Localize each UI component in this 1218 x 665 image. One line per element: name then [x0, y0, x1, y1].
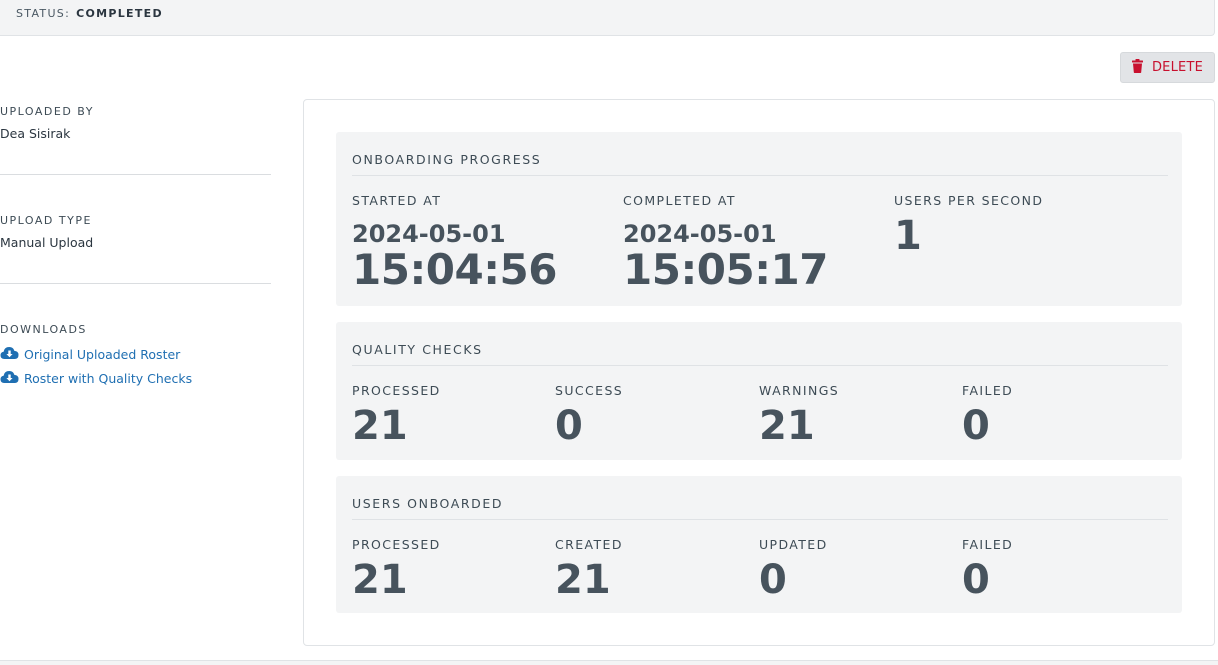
- stat-label: STARTED AT: [352, 193, 442, 208]
- status-bar: STATUS: COMPLETED: [0, 0, 1215, 36]
- stat-label: SUCCESS: [555, 383, 624, 398]
- users-created-stat: CREATED 21: [555, 537, 623, 600]
- cloud-download-icon: [0, 370, 19, 387]
- status-value: COMPLETED: [76, 7, 163, 20]
- status-line: STATUS: COMPLETED: [16, 7, 163, 20]
- users-onboarded-card: USERS ONBOARDED PROCESSED 21 CREATED 21 …: [336, 476, 1182, 613]
- downloads-label: DOWNLOADS: [0, 323, 87, 336]
- upload-type-label: UPLOAD TYPE: [0, 214, 92, 227]
- users-updated-stat: UPDATED 0: [759, 537, 828, 600]
- stat-label: PROCESSED: [352, 537, 441, 552]
- stat-label: CREATED: [555, 537, 623, 552]
- stat-value: 0: [555, 403, 583, 449]
- quality-warnings-stat: WARNINGS 21: [759, 383, 839, 446]
- stat-label: WARNINGS: [759, 383, 840, 398]
- stat-value: 21: [759, 403, 815, 449]
- users-processed-stat: PROCESSED 21: [352, 537, 441, 600]
- onboarding-progress-card: ONBOARDING PROGRESS STARTED AT 2024-05-0…: [336, 132, 1182, 306]
- stat-value: 21: [352, 403, 408, 449]
- stat-value: 21: [352, 557, 408, 603]
- completed-date: 2024-05-01: [623, 220, 777, 248]
- stat-label: FAILED: [962, 537, 1014, 552]
- upload-type-value: Manual Upload: [0, 235, 94, 250]
- stat-value: 0: [962, 403, 990, 449]
- downloads-section: DOWNLOADS Original Uploaded Roster Roste…: [0, 323, 272, 387]
- stat-label: COMPLETED AT: [623, 193, 736, 208]
- sidebar-divider: [0, 174, 271, 175]
- started-time: 15:04:56: [352, 245, 557, 294]
- uploaded-by-label: UPLOADED BY: [0, 105, 94, 118]
- delete-button-label: DELETE: [1151, 60, 1204, 75]
- stat-value: 0: [759, 557, 787, 603]
- cloud-download-icon: [0, 346, 19, 363]
- card-divider: [352, 365, 1168, 366]
- card-title: QUALITY CHECKS: [352, 342, 483, 357]
- uploaded-by-value: Dea Sisirak: [0, 126, 71, 141]
- stat-value: 21: [555, 557, 611, 603]
- quality-failed-stat: FAILED 0: [962, 383, 1013, 446]
- card-title: ONBOARDING PROGRESS: [352, 152, 542, 167]
- download-link-label: Roster with Quality Checks: [24, 371, 193, 386]
- stat-label: USERS PER SECOND: [894, 193, 1044, 208]
- stat-label: FAILED: [962, 383, 1014, 398]
- quality-processed-stat: PROCESSED 21: [352, 383, 441, 446]
- completed-time: 15:05:17: [623, 245, 828, 294]
- card-divider: [352, 175, 1168, 176]
- download-quality-roster-link[interactable]: Roster with Quality Checks: [0, 370, 272, 387]
- status-label: STATUS:: [16, 7, 71, 20]
- card-title: USERS ONBOARDED: [352, 496, 504, 511]
- download-link-label: Original Uploaded Roster: [24, 347, 181, 362]
- trash-icon: [1131, 58, 1143, 77]
- started-date: 2024-05-01: [352, 220, 506, 248]
- stat-label: PROCESSED: [352, 383, 441, 398]
- sidebar-divider: [0, 283, 271, 284]
- stat-value: 1: [894, 213, 922, 259]
- quality-checks-card: QUALITY CHECKS PROCESSED 21 SUCCESS 0 WA…: [336, 322, 1182, 460]
- quality-success-stat: SUCCESS 0: [555, 383, 623, 446]
- delete-button[interactable]: DELETE: [1120, 52, 1215, 83]
- users-per-second-stat: USERS PER SECOND 1: [894, 193, 1043, 256]
- completed-at-stat: COMPLETED AT 2024-05-01 15:05:17: [623, 193, 828, 291]
- uploaded-by-section: UPLOADED BY Dea Sisirak: [0, 105, 272, 141]
- download-original-roster-link[interactable]: Original Uploaded Roster: [0, 346, 272, 363]
- card-divider: [352, 519, 1168, 520]
- stat-label: UPDATED: [759, 537, 828, 552]
- stats-panel: ONBOARDING PROGRESS STARTED AT 2024-05-0…: [303, 99, 1215, 646]
- stat-value: 0: [962, 557, 990, 603]
- started-at-stat: STARTED AT 2024-05-01 15:04:56: [352, 193, 557, 291]
- footer-strip: [0, 660, 1218, 665]
- users-failed-stat: FAILED 0: [962, 537, 1013, 600]
- upload-type-section: UPLOAD TYPE Manual Upload: [0, 214, 272, 250]
